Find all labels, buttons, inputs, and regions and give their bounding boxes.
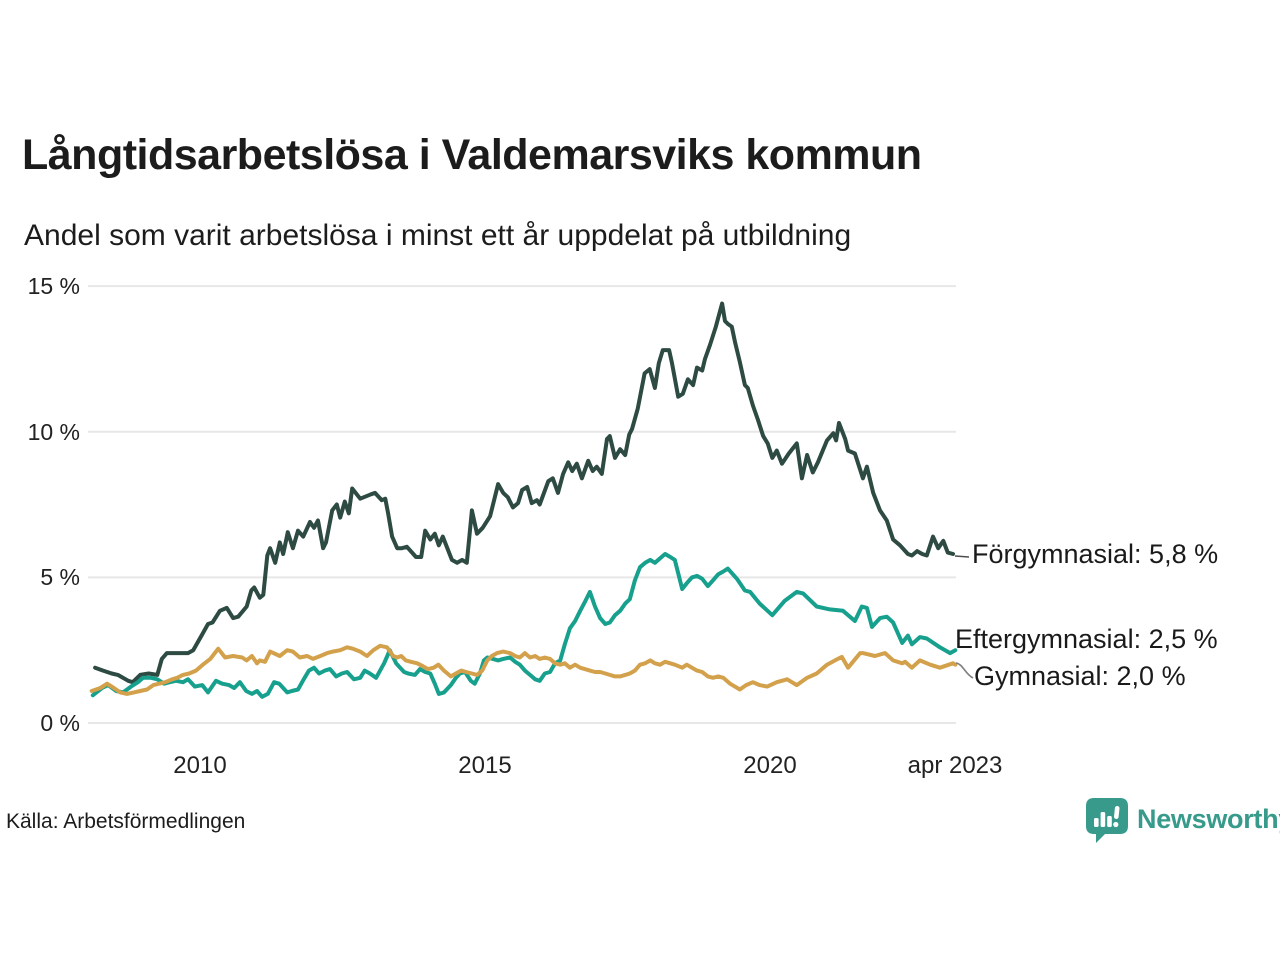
page-title: Långtidsarbetslösa i Valdemarsviks kommu…: [22, 131, 922, 179]
x-axis-tick-2015: 2015: [458, 752, 512, 779]
gridlines: [88, 285, 956, 724]
newsworthy-branding: Newsworthy: [1084, 797, 1280, 847]
x-axis-tick-2020: 2020: [743, 752, 797, 779]
x-axis-tick-apr2023: apr 2023: [907, 752, 1003, 779]
newsworthy-wordmark: Newsworthy: [1137, 804, 1280, 834]
newsworthy-logo-icon: [1086, 798, 1128, 843]
logo-exclamation-dot: [1113, 821, 1119, 828]
series-line-förgymnasial: [93, 301, 955, 685]
series-line-eftergymnasial: [90, 552, 958, 699]
y-axis-tick-0: 0 %: [40, 710, 80, 736]
series-lines: [89, 301, 958, 699]
series-label-eftergymnasial: Eftergymnasial: 2,5 %: [955, 624, 1218, 654]
logo-bar-2: [1100, 812, 1106, 827]
logo-bar-3: [1107, 816, 1112, 827]
y-axis-tick-10: 10 %: [27, 418, 80, 445]
label-connector-forgymnasial: [954, 555, 970, 558]
logo-exclamation-bar: [1113, 806, 1120, 819]
y-axis-tick-5: 5 %: [40, 564, 80, 591]
y-axis-tick-15: 15 %: [27, 273, 80, 300]
logo-bar-1: [1094, 818, 1099, 827]
series-label-forgymnasial: Förgymnasial: 5,8 %: [972, 539, 1219, 569]
source-note: Källa: Arbetsförmedlingen: [6, 810, 246, 833]
page-subtitle: Andel som varit arbetslösa i minst ett å…: [24, 219, 852, 252]
x-axis-tick-2010: 2010: [173, 752, 227, 779]
series-line-gymnasial: [89, 643, 958, 696]
label-connector-gymnasial: [955, 662, 974, 679]
series-label-gymnasial: Gymnasial: 2,0 %: [974, 661, 1186, 691]
